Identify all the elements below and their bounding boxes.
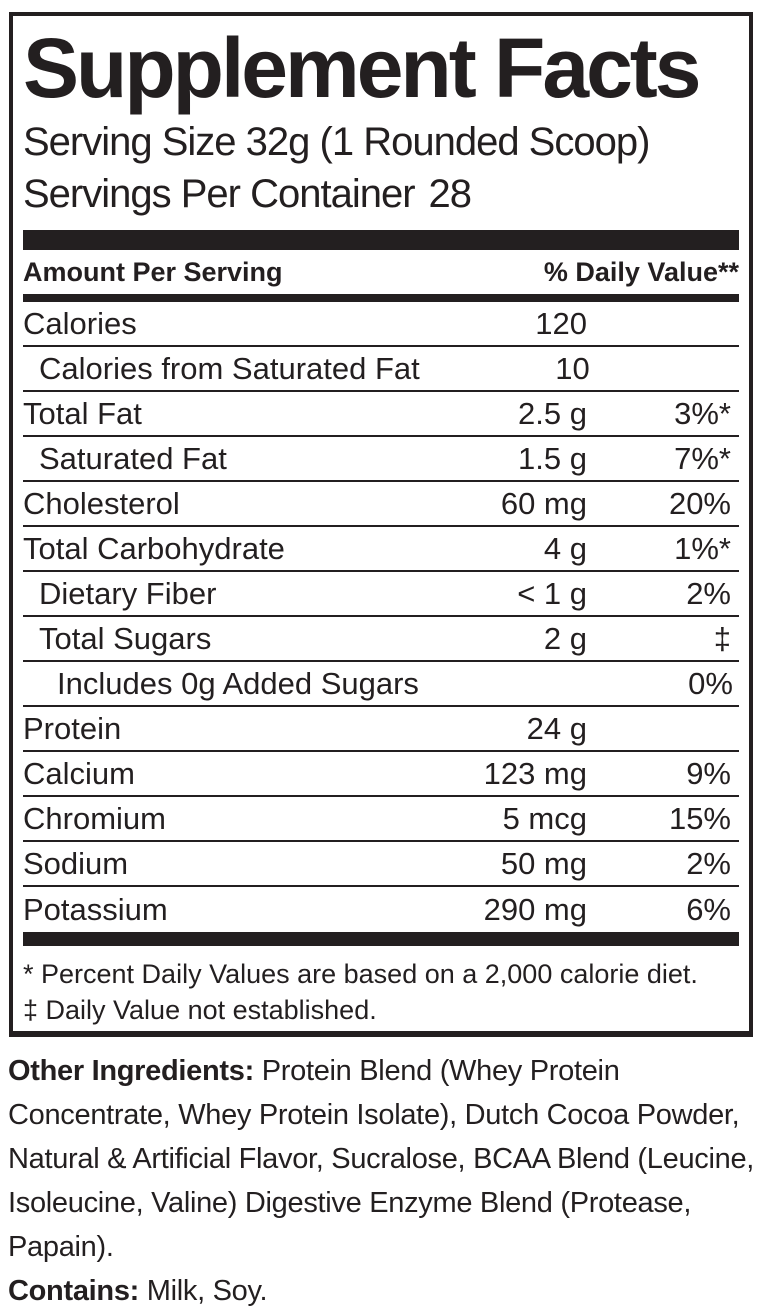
nutrient-amount: 120 (535, 305, 587, 341)
nutrient-daily-value: ‡ (713, 620, 731, 656)
table-row: Potassium 290 mg 6% (23, 887, 739, 932)
table-row: Protein 24 g (23, 707, 739, 752)
separator-bar-bottom (23, 932, 739, 946)
nutrient-daily-value: 6% (686, 891, 731, 927)
nutrient-label: Calcium (23, 755, 135, 791)
facts-rows: Calories 120 Calories from Saturated Fat… (23, 302, 739, 932)
table-row: Calcium 123 mg 9% (23, 752, 739, 797)
nutrient-label: Saturated Fat (39, 440, 227, 476)
footnote-daily-values: * Percent Daily Values are based on a 2,… (23, 959, 698, 989)
nutrient-daily-value: 9% (686, 755, 731, 791)
nutrient-label: Protein (23, 710, 122, 746)
footnotes: * Percent Daily Values are based on a 2,… (23, 946, 739, 1028)
footnote-dv-not-established: ‡ Daily Value not established. (23, 995, 377, 1025)
nutrient-amount: 5 mcg (502, 800, 587, 836)
table-row: Total Fat 2.5 g 3%* (23, 392, 739, 437)
other-ingredients-label: Other Ingredients: (8, 1055, 254, 1087)
nutrient-amount: 1.5 g (518, 440, 587, 476)
separator-bar-thick (23, 230, 739, 250)
table-row: Chromium 5 mcg 15% (23, 797, 739, 842)
contains-text: Milk, Soy. (139, 1275, 268, 1307)
table-row: Calories from Saturated Fat 10 (23, 347, 739, 392)
table-row: Cholesterol 60 mg 20% (23, 482, 739, 527)
nutrient-label: Total Sugars (39, 620, 212, 656)
contains-label: Contains: (8, 1275, 140, 1307)
nutrient-amount: 123 mg (483, 755, 587, 791)
separator-bar-medium (23, 294, 739, 302)
nutrient-label: Cholesterol (23, 485, 180, 521)
nutrient-amount: 2 g (543, 620, 587, 656)
nutrient-amount: 50 mg (500, 845, 587, 881)
nutrient-label: Calories (23, 305, 137, 341)
table-row: Sodium 50 mg 2% (23, 842, 739, 887)
amount-per-serving-header: Amount Per Serving (23, 256, 283, 287)
nutrient-label: Dietary Fiber (39, 575, 217, 611)
nutrient-daily-value: 20% (668, 485, 731, 521)
nutrient-amount: 290 mg (483, 891, 587, 927)
nutrient-amount: 60 mg (500, 485, 587, 521)
table-row: Total Carbohydrate 4 g 1%* (23, 527, 739, 572)
table-header: Amount Per Serving % Daily Value** (23, 250, 739, 294)
nutrient-daily-value: 2% (686, 845, 731, 881)
servings-per-container: Servings Per Container 28 (23, 168, 739, 220)
nutrient-label: Potassium (23, 891, 168, 927)
nutrient-amount: 4 g (543, 530, 587, 566)
nutrient-label: Chromium (23, 800, 166, 836)
panel-title: Supplement Facts (23, 21, 701, 115)
supplement-facts-panel: Supplement Facts Serving Size 32g (1 Rou… (9, 12, 753, 1037)
contains-paragraph: Contains: Milk, Soy. (8, 1269, 758, 1313)
nutrient-daily-value: 1%* (674, 530, 731, 566)
nutrient-daily-value: 0% (688, 665, 733, 701)
nutrient-amount: 10 (555, 350, 590, 386)
nutrient-daily-value: 2% (686, 575, 731, 611)
daily-value-header: % Daily Value** (543, 256, 739, 287)
nutrient-daily-value: 3%* (674, 395, 731, 431)
table-row: Includes 0g Added Sugars 0% (23, 662, 739, 707)
nutrient-amount: < 1 g (517, 575, 587, 611)
nutrient-label: Total Carbohydrate (23, 530, 285, 566)
serving-size-text: Serving Size 32g (1 Rounded Scoop) (23, 120, 650, 164)
servings-per-container-label: Servings Per Container (23, 172, 416, 216)
nutrient-daily-value: 7%* (674, 440, 731, 476)
servings-per-container-value: 28 (428, 172, 472, 216)
ingredients-section: Other Ingredients: Protein Blend (Whey P… (8, 1049, 758, 1313)
nutrient-label: Calories from Saturated Fat (39, 350, 420, 386)
table-row: Total Sugars 2 g ‡ (23, 617, 739, 662)
table-row: Dietary Fiber < 1 g 2% (23, 572, 739, 617)
table-row: Calories 120 (23, 302, 739, 347)
nutrient-daily-value: 15% (668, 800, 731, 836)
nutrient-amount: 2.5 g (518, 395, 587, 431)
nutrient-label: Sodium (23, 845, 129, 881)
nutrient-amount: 24 g (526, 710, 587, 746)
other-ingredients-paragraph: Other Ingredients: Protein Blend (Whey P… (8, 1049, 758, 1269)
nutrient-label: Includes 0g Added Sugars (57, 665, 419, 701)
nutrient-label: Total Fat (23, 395, 142, 431)
table-row: Saturated Fat 1.5 g 7%* (23, 437, 739, 482)
